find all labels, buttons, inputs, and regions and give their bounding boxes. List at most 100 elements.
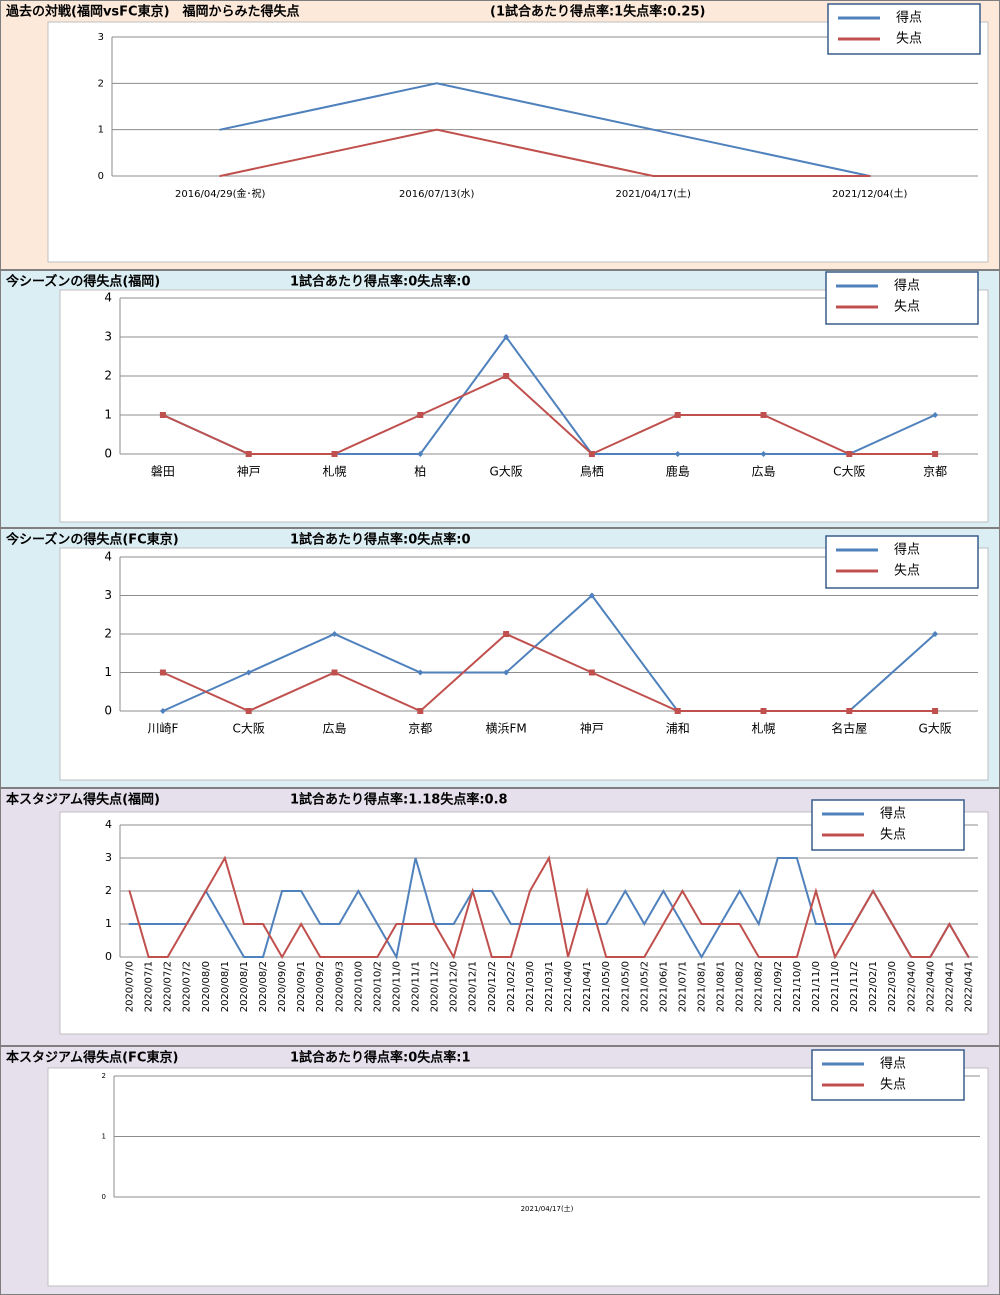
- legend-label: 得点: [880, 806, 906, 822]
- x-tick-label: 2021/11/0: [811, 961, 822, 1012]
- x-tick-label: 2021/04/17(土): [521, 1204, 574, 1213]
- marker: [503, 631, 510, 637]
- x-tick-label: 2021/03/1: [544, 961, 555, 1012]
- chart-subtitle: (1試合あたり得点率:1失点率:0.25): [490, 4, 705, 20]
- y-tick-label: 0: [105, 950, 112, 963]
- x-tick-label: 2020/08/1: [239, 961, 250, 1012]
- marker: [245, 669, 252, 676]
- x-tick-label: 2021/05/2: [639, 961, 650, 1012]
- x-tick-label: 2021/02/2: [506, 961, 517, 1012]
- y-tick-label: 4: [105, 818, 112, 831]
- marker: [846, 451, 853, 457]
- x-tick-label: G大阪: [918, 722, 951, 736]
- x-tick-label: 2020/09/0: [277, 961, 288, 1012]
- x-tick-label: 神戸: [580, 722, 604, 736]
- chart-area: [47, 1067, 989, 1287]
- y-tick-label: 0: [98, 171, 104, 182]
- marker: [503, 334, 510, 340]
- marker: [760, 708, 767, 714]
- x-tick-label: 2021/12/04(土): [832, 187, 908, 200]
- marker: [932, 412, 939, 418]
- x-tick-label: 札幌: [751, 721, 775, 736]
- x-tick-label: 2021/05/0: [620, 961, 631, 1012]
- marker: [760, 451, 767, 457]
- x-tick-label: 2016/04/29(金･祝): [175, 187, 266, 200]
- x-tick-label: 2021/09/2: [773, 961, 784, 1012]
- chart-title: 今シーズンの得失点(福岡): [5, 274, 160, 290]
- legend-label: 失点: [894, 564, 920, 579]
- x-tick-label: 2021/05/0: [601, 961, 612, 1012]
- x-tick-label: 鹿島: [666, 464, 690, 479]
- chart-area: [59, 289, 989, 523]
- x-tick-label: 京都: [408, 722, 432, 736]
- x-tick-label: 札幌: [322, 464, 346, 479]
- x-tick-label: 2021/11/2: [849, 961, 860, 1012]
- x-tick-label: 2020/12/1: [468, 961, 479, 1012]
- x-tick-label: 2020/08/0: [201, 961, 212, 1012]
- marker: [588, 669, 595, 676]
- marker: [588, 592, 595, 599]
- series-line: [128, 855, 970, 960]
- marker: [760, 412, 767, 418]
- marker: [588, 451, 595, 457]
- y-tick-label: 3: [98, 32, 104, 43]
- marker: [159, 669, 166, 676]
- x-tick-label: 2020/09/1: [296, 961, 307, 1012]
- y-tick-label: 4: [104, 291, 112, 305]
- chart-title: 本スタジアム得失点(FC東京): [6, 1050, 178, 1066]
- y-tick-label: 2: [98, 78, 104, 89]
- y-tick-label: 3: [105, 851, 112, 864]
- x-tick-label: 2021/03/0: [525, 961, 536, 1012]
- x-tick-label: 鳥栖: [580, 464, 604, 479]
- x-tick-label: 2020/09/2: [315, 961, 326, 1012]
- y-tick-label: 0: [104, 704, 112, 718]
- legend-label: 失点: [880, 1078, 906, 1093]
- x-tick-label: 2016/07/13(水): [399, 188, 475, 200]
- y-tick-label: 2: [104, 369, 112, 383]
- series-line: [161, 374, 937, 456]
- marker: [503, 373, 510, 379]
- marker: [674, 412, 681, 418]
- y-tick-label: 1: [102, 1133, 106, 1141]
- x-tick-label: 2020/09/3: [334, 961, 345, 1012]
- marker: [846, 708, 853, 714]
- x-tick-label: 2021/10/0: [792, 961, 803, 1012]
- series-line: [219, 82, 871, 177]
- y-tick-label: 3: [104, 330, 112, 344]
- chart-area: [47, 21, 989, 263]
- x-tick-label: 2021/04/17(土): [616, 187, 692, 200]
- marker: [417, 451, 424, 457]
- x-tick-label: 横浜FM: [485, 722, 526, 736]
- marker: [245, 708, 252, 714]
- chart-title: 過去の対戦(福岡vsFC東京) 福岡からみた得失点: [5, 4, 300, 20]
- x-tick-label: 浦和: [666, 722, 690, 736]
- x-tick-label: 2020/08/1: [220, 961, 231, 1012]
- y-tick-label: 1: [104, 408, 112, 422]
- x-tick-label: 2020/08/2: [258, 961, 269, 1012]
- marker: [417, 412, 424, 418]
- x-tick-label: 2022/04/0: [925, 961, 936, 1012]
- x-tick-label: 2020/10/2: [372, 961, 383, 1012]
- x-tick-label: 2020/11/1: [411, 961, 422, 1012]
- x-tick-label: 2021/08/1: [716, 961, 727, 1012]
- x-tick-label: 京都: [923, 465, 947, 479]
- chart-subtitle: 1試合あたり得点率:0失点率:1: [290, 1050, 471, 1066]
- chart-title: 本スタジアム得失点(福岡): [6, 792, 160, 808]
- x-tick-label: 2020/11/0: [391, 961, 402, 1012]
- legend-box: [811, 1049, 965, 1101]
- x-tick-label: 川崎F: [147, 722, 178, 736]
- marker: [331, 669, 338, 676]
- marker: [417, 669, 424, 676]
- marker: [503, 669, 510, 676]
- x-tick-label: C大阪: [833, 465, 865, 479]
- legend-label: 失点: [894, 300, 920, 315]
- x-tick-label: G大阪: [489, 465, 522, 479]
- x-tick-label: 2020/12/0: [449, 961, 460, 1012]
- marker: [674, 451, 681, 457]
- y-tick-label: 1: [98, 125, 104, 136]
- legend-box: [811, 799, 965, 851]
- x-tick-label: 2021/08/1: [697, 961, 708, 1012]
- legend-label: 失点: [896, 32, 922, 47]
- y-tick-label: 1: [105, 917, 112, 930]
